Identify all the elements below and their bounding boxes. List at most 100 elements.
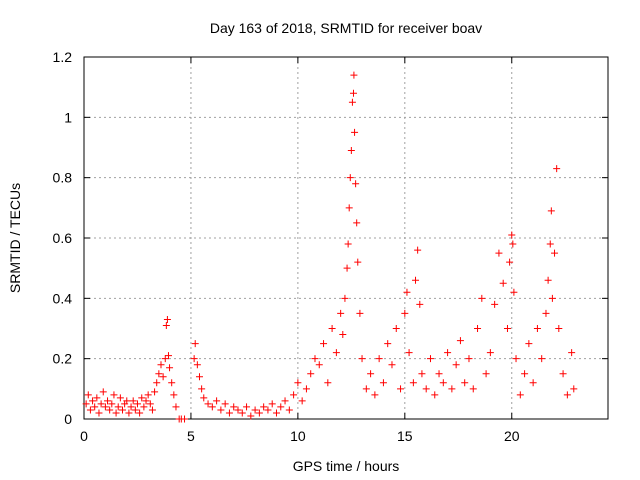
data-point <box>97 400 105 408</box>
data-point <box>129 397 137 405</box>
data-point <box>164 352 172 360</box>
data-point <box>84 391 92 399</box>
axis-ticks <box>83 56 608 420</box>
data-point <box>392 325 400 332</box>
data-point <box>478 294 486 302</box>
y-axis-label: SRMTID / TECUs <box>7 183 23 293</box>
data-point <box>193 361 201 369</box>
data-point <box>294 379 302 387</box>
data-point <box>529 379 537 387</box>
data-point <box>563 391 571 399</box>
data-point <box>108 400 116 408</box>
data-point <box>499 279 507 287</box>
data-point <box>138 394 146 402</box>
x-tick-labels: 0 5 10 15 20 <box>80 428 520 444</box>
data-point <box>353 219 361 227</box>
data-point <box>551 249 559 257</box>
data-point <box>397 385 405 393</box>
data-point <box>542 309 550 317</box>
data-point <box>448 385 456 393</box>
x-tick-label: 5 <box>187 428 195 444</box>
data-point <box>548 294 556 302</box>
data-point <box>285 406 293 414</box>
data-point <box>512 355 520 363</box>
data-point <box>225 409 233 417</box>
data-point <box>125 409 133 417</box>
data-point <box>101 403 109 411</box>
data-point <box>221 400 229 408</box>
data-point <box>181 415 189 423</box>
data-point <box>503 325 511 332</box>
data-point <box>243 403 251 411</box>
data-point <box>112 409 120 417</box>
data-point <box>213 397 221 405</box>
data-point <box>157 361 165 369</box>
data-point <box>418 370 426 378</box>
data-point <box>315 361 323 369</box>
data-point <box>332 349 340 357</box>
data-point <box>251 406 259 414</box>
data-point <box>290 391 298 399</box>
y-tick-label: 0.8 <box>53 170 73 186</box>
data-point <box>337 309 345 317</box>
data-point <box>439 379 447 387</box>
data-point <box>341 294 349 302</box>
data-point <box>486 349 494 357</box>
data-point <box>384 340 392 348</box>
data-point <box>350 71 358 79</box>
data-point <box>110 391 118 399</box>
data-point <box>346 174 354 182</box>
data-point <box>553 165 561 173</box>
x-tick-label: 15 <box>397 428 413 444</box>
data-point <box>208 403 216 411</box>
data-point <box>465 355 473 363</box>
data-point <box>99 388 107 396</box>
data-point <box>343 264 351 272</box>
data-point <box>426 355 434 363</box>
data-point <box>482 370 490 378</box>
data-point <box>474 325 482 332</box>
data-point <box>136 409 144 417</box>
data-point <box>533 325 541 332</box>
data-point <box>339 331 347 339</box>
data-point <box>521 370 529 378</box>
data-point <box>123 397 131 405</box>
x-tick-label: 0 <box>80 428 88 444</box>
data-point <box>320 340 328 348</box>
data-point <box>354 258 362 266</box>
data-point <box>414 246 422 254</box>
data-point <box>142 397 150 405</box>
data-point <box>195 373 203 381</box>
data-point <box>559 370 567 378</box>
data-point <box>172 403 180 411</box>
data-point <box>568 349 576 357</box>
grid-lines <box>84 57 608 419</box>
data-point <box>82 400 90 408</box>
data-point <box>311 355 319 363</box>
data-point <box>162 321 170 329</box>
data-point <box>260 403 268 411</box>
data-point <box>444 349 452 357</box>
data-point <box>388 361 396 369</box>
data-point <box>379 379 387 387</box>
data-point <box>93 394 101 402</box>
data-point <box>307 370 315 378</box>
data-point <box>409 379 417 387</box>
data-point <box>277 403 285 411</box>
data-point <box>328 325 336 332</box>
data-point <box>538 355 546 363</box>
data-point <box>431 391 439 399</box>
data-point <box>86 406 94 414</box>
data-point <box>230 403 238 411</box>
data-point <box>516 391 524 399</box>
data-point <box>469 385 477 393</box>
data-point <box>506 258 514 266</box>
data-point <box>508 231 516 239</box>
data-point <box>255 409 263 417</box>
data-point <box>159 373 167 381</box>
data-point <box>348 98 356 106</box>
data-point <box>148 406 156 414</box>
x-tick-label: 10 <box>290 428 306 444</box>
data-point <box>352 180 360 188</box>
data-point <box>168 379 176 387</box>
